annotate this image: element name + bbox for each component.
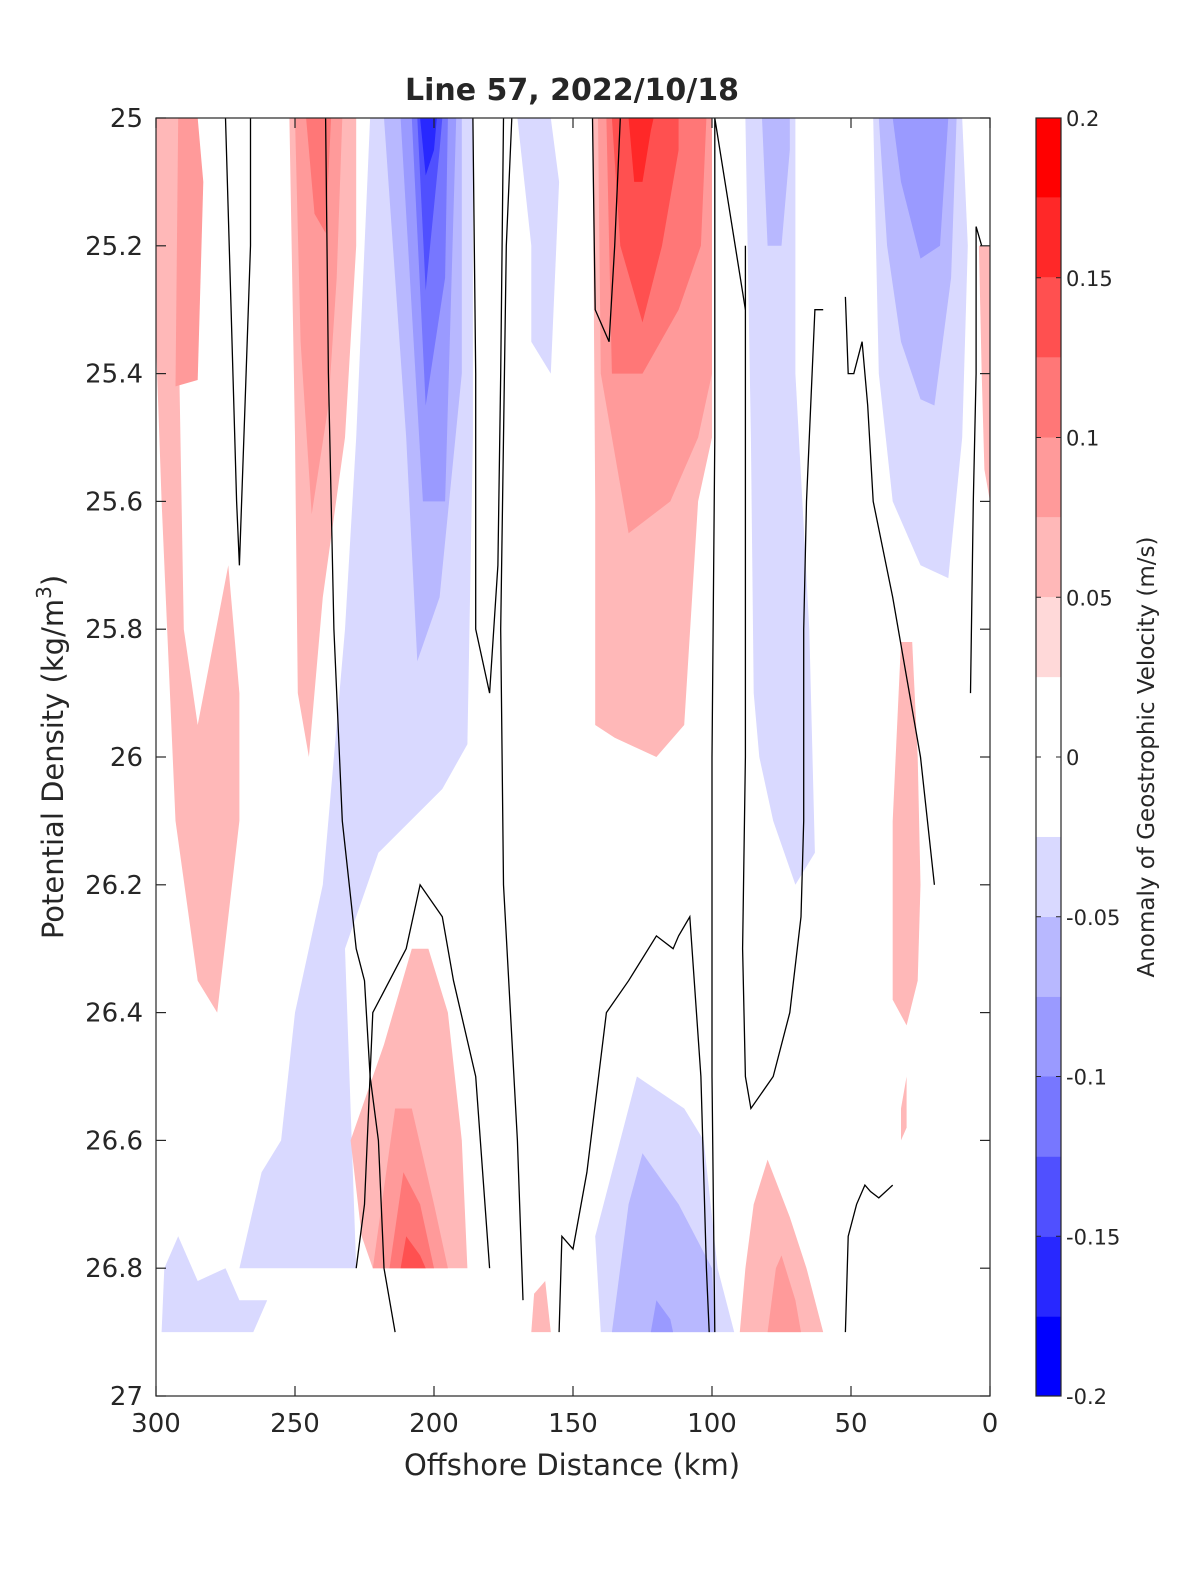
zero-contour-0 [224,118,252,566]
velocity-regions [156,118,990,1333]
colorbar-block-10 [1036,437,1061,518]
colorbar-block-5 [1036,916,1061,997]
x-tick-label: 150 [548,1409,598,1439]
velocity-region-18 [745,118,815,885]
zero-contour-7 [711,118,747,1333]
plot-area: 300 250 200 150 100 50 0 2525.225.425.625.8262… [85,104,998,1439]
y-tick-label: 26.6 [85,1126,143,1156]
x-tick-labels: 300 250 200 150 100 50 0 [131,1409,998,1439]
velocity-region-25 [350,948,468,1269]
zero-contour-6 [558,914,710,1333]
y-tick-label: 26.8 [85,1254,143,1284]
colorbar-tick-label: 0.15 [1066,267,1113,291]
y-tick-label: 26.2 [85,871,143,901]
zero-contour-8 [741,245,824,1111]
velocity-region-4 [306,118,332,233]
zero-contour-4 [355,883,491,1269]
colorbar-tick-label: -0.05 [1066,906,1120,930]
velocity-region-27 [389,1172,434,1269]
colorbar-block-11 [1036,357,1061,438]
x-tick-label: 200 [409,1409,459,1439]
chart-title: Line 57, 2022/10/18 [405,73,739,108]
y-tick-label: 26 [110,743,143,773]
y-axis-label-superscript: 3 [32,586,56,599]
velocity-region-19 [762,118,790,246]
y-tick-label: 25 [110,104,143,134]
colorbar: 0.2 0.15 0.1 0.05 0 -0.05 -0.1 -0.15 -0.2 [1035,107,1120,1409]
velocity-region-17 [628,118,654,182]
velocity-region-32 [739,1159,824,1333]
velocity-region-35 [901,1076,907,1141]
colorbar-tick-label: 0 [1066,746,1079,770]
zero-contour-11 [969,226,983,694]
colorbar-block-1 [1036,1236,1061,1317]
y-tick-label: 26.4 [85,999,143,1029]
velocity-region-9 [417,118,443,291]
y-tick-label: 25.8 [85,615,143,645]
y-tick-label: 25.2 [85,232,143,262]
colorbar-block-12 [1036,277,1061,358]
colorbar-tick-label: -0.15 [1066,1225,1120,1249]
y-axis-label: Potential Density (kg/m3) [32,575,70,939]
colorbar-tick-label: 0.05 [1066,586,1113,610]
zero-contour-10 [844,296,936,885]
zero-contour-5 [500,118,524,1301]
velocity-region-30 [611,1153,715,1333]
velocity-region-3 [295,118,343,515]
velocity-region-24 [892,642,921,1026]
y-axis-label-close: ) [36,575,70,586]
y-axis-label-main: Potential Density (kg/m [36,599,70,939]
zero-contours [224,118,983,1333]
x-tick-label: 0 [982,1409,999,1439]
colorbar-label: Anomaly of Geostrophic Velocity (m/s) [1134,537,1160,978]
colorbar-block-9 [1036,517,1061,598]
plot-frame [155,117,991,1397]
colorbar-block-4 [1036,996,1061,1077]
colorbar-tick-label: -0.2 [1066,1385,1107,1409]
colorbar-block-0 [1036,1316,1061,1396]
colorbar-block-8 [1036,597,1061,678]
velocity-region-22 [892,118,949,259]
x-axis-label: Offshore Distance (km) [404,1448,740,1482]
velocity-region-10 [420,118,437,176]
colorbar-tick-label: -0.1 [1066,1066,1107,1090]
colorbar-block-13 [1036,197,1061,278]
velocity-region-31 [650,1300,674,1333]
velocity-region-16 [611,118,679,323]
x-tick-label: 100 [687,1409,737,1439]
y-tick-label: 27 [110,1382,143,1412]
velocity-region-11 [161,1236,268,1333]
colorbar-tick-label: 0.2 [1066,107,1099,131]
colorbar-tick-label: 0.1 [1066,427,1099,451]
velocity-region-1 [175,118,204,387]
zero-contour-9 [844,1183,894,1333]
colorbar-block-6 [1036,836,1061,917]
colorbar-ticks: 0.2 0.15 0.1 0.05 0 -0.05 -0.1 -0.15 -0.2 [1036,107,1120,1409]
velocity-region-34 [531,1281,551,1333]
y-tick-label: 25.6 [85,487,143,517]
velocity-region-33 [767,1255,801,1333]
colorbar-block-3 [1036,1076,1061,1157]
x-tick-label: 300 [131,1409,181,1439]
velocity-region-12 [517,118,560,374]
zero-contour-3 [591,118,621,342]
y-tick-labels: 25 25.2 25.4 25.6 25.8 26 26.2 26.4 26.6 26.8 27 [85,104,143,1412]
colorbar-block-14 [1036,118,1061,198]
x-tick-label: 50 [834,1409,867,1439]
velocity-region-28 [400,1236,426,1269]
zero-contour-2 [472,118,505,694]
x-tick-label: 250 [270,1409,320,1439]
y-tick-label: 25.4 [85,360,143,390]
zero-contour-1 [324,118,396,1333]
colorbar-blocks [1036,118,1061,1396]
colorbar-block-2 [1036,1156,1061,1237]
